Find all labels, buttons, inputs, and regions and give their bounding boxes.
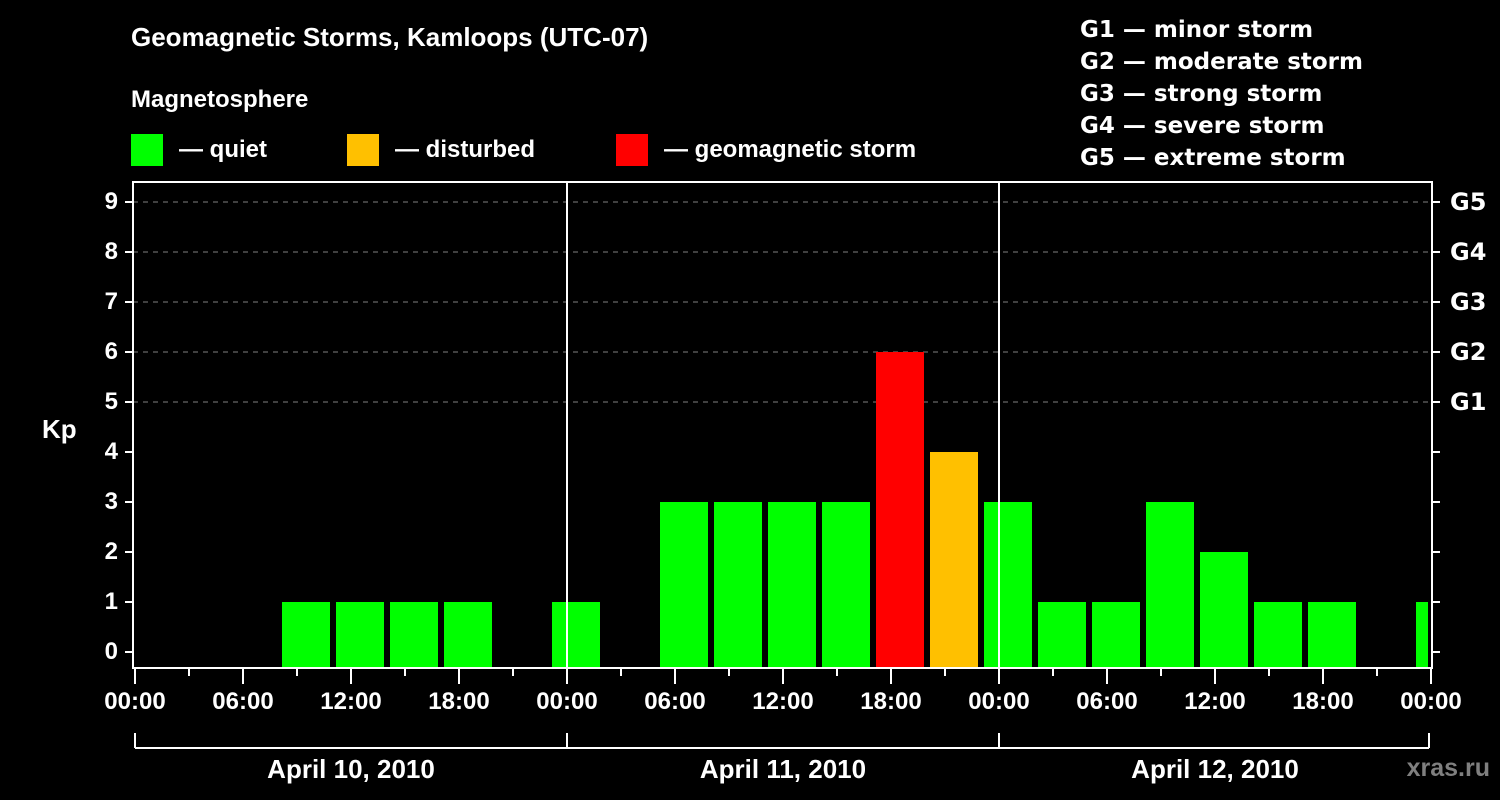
x-tick-label: 12:00 bbox=[320, 688, 382, 715]
legend-label-storm: — geomagnetic storm bbox=[664, 136, 917, 163]
kp-bar bbox=[282, 602, 330, 667]
kp-bar bbox=[390, 602, 438, 667]
y-tick-label: 9 bbox=[104, 188, 118, 215]
kp-bar bbox=[552, 602, 600, 667]
x-tick-label: 12:00 bbox=[1184, 688, 1246, 715]
kp-bar bbox=[768, 502, 816, 667]
x-tick-label: 12:00 bbox=[752, 688, 814, 715]
y-tick-label: 3 bbox=[104, 488, 118, 515]
y-tick-label: 7 bbox=[104, 288, 118, 315]
x-tick-label: 18:00 bbox=[428, 688, 490, 715]
g-tick-label: G3 bbox=[1450, 288, 1487, 316]
kp-bar bbox=[984, 502, 1032, 667]
kp-bar bbox=[714, 502, 762, 667]
chart-subtitle: Magnetosphere bbox=[131, 86, 309, 113]
x-tick-label: 00:00 bbox=[968, 688, 1030, 715]
g-scale-g4: G4 — severe storm bbox=[1080, 113, 1325, 139]
y-tick-label: 1 bbox=[104, 588, 118, 615]
x-tick-label: 00:00 bbox=[104, 688, 166, 715]
g-scale-g1: G1 — minor storm bbox=[1080, 17, 1314, 43]
x-tick-label: 06:00 bbox=[1076, 688, 1138, 715]
kp-bar bbox=[1146, 502, 1194, 667]
kp-bar bbox=[822, 502, 870, 667]
g-tick-label: G2 bbox=[1450, 338, 1487, 366]
kp-bar bbox=[930, 452, 978, 667]
y-tick-label: 4 bbox=[104, 438, 118, 465]
x-tick-label: 06:00 bbox=[644, 688, 706, 715]
y-tick-label: 2 bbox=[104, 538, 118, 565]
kp-bar bbox=[1092, 602, 1140, 667]
legend-label-disturbed: — disturbed bbox=[395, 136, 536, 163]
g-scale-g5: G5 — extreme storm bbox=[1080, 145, 1346, 171]
g-tick-label: G1 bbox=[1450, 388, 1487, 416]
x-tick-label: 00:00 bbox=[536, 688, 598, 715]
legend-swatch-disturbed bbox=[347, 134, 379, 166]
g-tick-label: G5 bbox=[1450, 188, 1487, 216]
g-scale-legend: G1 — minor storm G2 — moderate storm G3 … bbox=[1080, 14, 1363, 174]
chart-title: Geomagnetic Storms, Kamloops (UTC-07) bbox=[131, 22, 649, 52]
legend-label-quiet: — quiet bbox=[179, 136, 267, 163]
date-label: April 12, 2010 bbox=[1131, 754, 1299, 784]
kp-bar bbox=[876, 352, 924, 667]
kp-bar bbox=[1416, 602, 1428, 667]
y-tick-label: 5 bbox=[104, 388, 118, 415]
y-tick-label: 0 bbox=[104, 638, 118, 665]
g-scale-g3: G3 — strong storm bbox=[1080, 81, 1323, 107]
legend-item-storm: — geomagnetic storm bbox=[616, 134, 916, 166]
legend-item-disturbed: — disturbed bbox=[347, 134, 535, 166]
kp-bar bbox=[1254, 602, 1302, 667]
g-tick-label: G4 bbox=[1450, 238, 1487, 266]
y-tick-label: 6 bbox=[104, 338, 118, 365]
x-tick-label: 00:00 bbox=[1400, 688, 1462, 715]
kp-bar bbox=[444, 602, 492, 667]
kp-bar bbox=[336, 602, 384, 667]
kp-bar bbox=[1200, 552, 1248, 667]
y-axis-label: Kp bbox=[42, 414, 77, 444]
date-label: April 11, 2010 bbox=[699, 754, 867, 784]
watermark: xras.ru bbox=[1406, 754, 1490, 782]
date-label: April 10, 2010 bbox=[267, 754, 435, 784]
legend-swatch-storm bbox=[616, 134, 648, 166]
kp-bar bbox=[1038, 602, 1086, 667]
kp-bar bbox=[1308, 602, 1356, 667]
x-tick-label: 06:00 bbox=[212, 688, 274, 715]
x-tick-label: 18:00 bbox=[1292, 688, 1354, 715]
legend-item-quiet: — quiet bbox=[131, 134, 267, 166]
g-scale-g2: G2 — moderate storm bbox=[1080, 49, 1363, 75]
y-tick-label: 8 bbox=[104, 238, 118, 265]
x-tick-label: 18:00 bbox=[860, 688, 922, 715]
legend-swatch-quiet bbox=[131, 134, 163, 166]
kp-bar bbox=[660, 502, 708, 667]
